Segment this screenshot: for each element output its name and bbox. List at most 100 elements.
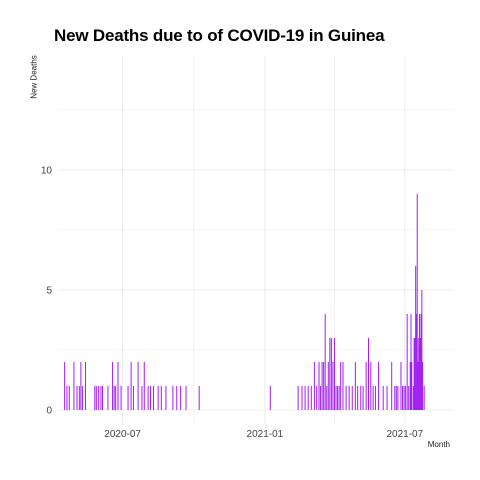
grid-lines [60,56,452,425]
bar [400,362,402,410]
bar [423,386,425,410]
bar [80,362,82,410]
bar [112,362,114,410]
bar [415,314,417,410]
y-tick-label: 10 [41,166,53,177]
x-axis-label: Month [427,440,450,449]
bar [397,386,399,410]
bar [382,386,384,410]
bar [413,338,415,410]
bar [338,386,340,410]
bar [409,362,411,410]
bar [310,386,312,410]
bar [419,338,421,410]
bar [143,362,145,410]
bar [365,362,367,410]
bar [416,194,418,410]
bar [94,386,96,410]
bar [415,266,417,410]
bar [372,386,374,410]
bar [324,314,326,410]
bar [132,386,134,410]
bar [117,362,119,410]
bar [405,386,407,410]
bar [149,386,151,410]
bar [337,386,339,410]
bar [406,314,408,410]
bar [403,386,405,410]
bar [332,362,334,410]
bar [351,386,353,410]
bar [102,386,104,410]
bar [64,362,66,410]
bar [362,386,364,410]
bar [120,386,122,410]
bar [78,386,80,410]
bar [115,386,117,410]
bar [335,386,337,410]
bar [422,362,424,410]
bar [408,386,410,410]
bar [313,362,315,410]
bar [107,386,109,410]
y-tick-label: 0 [46,406,52,417]
bar [410,314,412,410]
x-tick-label: 2021-07 [386,429,423,440]
bar [301,386,303,410]
bar [323,362,325,410]
bar [330,338,332,410]
bar [172,386,174,410]
bar [137,362,139,410]
y-tick-label: 5 [46,286,52,297]
bar [329,338,331,410]
bar [98,386,100,410]
chart-title: New Deaths due to of COVID-19 in Guinea [54,26,385,45]
bar [147,386,149,410]
x-tick-label: 2020-07 [104,429,141,440]
bar [348,386,350,410]
bar [153,386,155,410]
bar [180,386,182,410]
bar [394,386,396,410]
bar [378,362,380,410]
bar [95,386,97,410]
bar [68,386,70,410]
bar [141,386,143,410]
bar [391,362,393,410]
bar [165,386,167,410]
bar [342,362,344,410]
bar [127,386,129,410]
x-tick-label: 2021-01 [247,429,284,440]
bar [386,386,388,410]
axis-ticks: 0 5 10 2020-07 2021-01 2021-07 [41,166,424,441]
bar [73,362,75,410]
bar [130,362,132,410]
bar [414,338,416,410]
bar [113,386,115,410]
bar [326,386,328,410]
bar [420,314,422,410]
bar [318,362,320,410]
bar [421,290,423,410]
bar [160,386,162,410]
bar [198,386,200,410]
bar [157,386,159,410]
bar [307,386,309,410]
bar [360,386,362,410]
bar [418,338,420,410]
bar [100,386,102,410]
bar [320,386,322,410]
bar [316,386,318,410]
bar [304,386,306,410]
bar [66,386,68,410]
bar [402,386,404,410]
bar [419,314,421,410]
bar [297,386,299,410]
bar [395,386,397,410]
bar [345,386,347,410]
bar [374,386,376,410]
bar [340,362,342,410]
bar [354,362,356,410]
bar [269,386,271,410]
